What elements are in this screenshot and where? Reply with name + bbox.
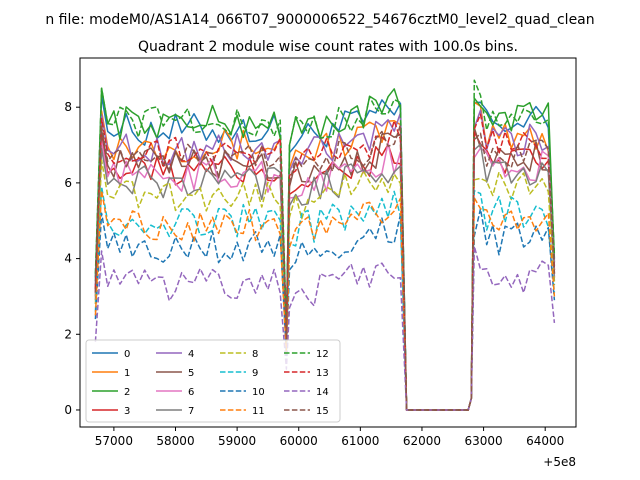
legend-label: 13: [316, 368, 329, 379]
series-line-13: [94, 113, 556, 411]
x-tick-label: 64000: [526, 434, 564, 448]
series-line-15: [94, 124, 556, 411]
series-line-4: [94, 109, 556, 411]
legend-label: 11: [252, 406, 265, 417]
y-tick-label: 6: [64, 176, 72, 190]
y-axis: 0 2 4 6 8: [64, 100, 80, 417]
series-line-11: [94, 189, 556, 411]
series-line-6: [94, 140, 556, 411]
legend-label: 0: [124, 349, 130, 360]
x-tick-label: 63000: [464, 434, 502, 448]
x-tick-label: 58000: [156, 434, 194, 448]
series-line-7: [94, 143, 556, 411]
series-line-12: [94, 79, 556, 411]
plot-frame: [79, 57, 577, 428]
series-line-1: [94, 101, 556, 411]
x-tick-label: 60000: [280, 434, 318, 448]
series-line-2: [94, 87, 556, 411]
x-tick-label: 59000: [218, 434, 256, 448]
series-line-9: [94, 185, 556, 411]
x-tick-label: 62000: [403, 434, 441, 448]
legend-label: 1: [124, 368, 130, 379]
legend-label: 14: [316, 387, 329, 398]
legend-label: 6: [188, 387, 194, 398]
x-tick-label: 57000: [95, 434, 133, 448]
legend-label: 4: [188, 349, 194, 360]
legend-label: 7: [188, 406, 194, 417]
legend-label: 8: [252, 349, 258, 360]
legend-frame: [85, 339, 341, 423]
legend-label: 12: [316, 349, 329, 360]
series-line-0: [94, 95, 556, 411]
series-line-5: [94, 126, 556, 411]
x-axis: 57000 58000 59000 60000 61000 62000 63000 64000: [95, 427, 564, 448]
legend-label: 2: [124, 387, 130, 398]
legend-label: 3: [124, 406, 130, 417]
chart-title: Quadrant 2 module wise count rates with …: [138, 39, 518, 55]
legend-label: 10: [252, 387, 265, 398]
x-tick-label: 61000: [341, 434, 379, 448]
series-line-8: [94, 159, 556, 411]
chart-suptitle: n file: modeM0/AS1A14_066T07_9000006522_…: [45, 12, 594, 28]
y-tick-label: 8: [64, 100, 72, 114]
x-offset-label: +5e8: [543, 455, 576, 469]
series-layer: [94, 79, 556, 411]
y-tick-label: 0: [64, 403, 72, 417]
y-tick-label: 2: [64, 327, 72, 341]
legend-label: 9: [252, 368, 258, 379]
legend-label: 15: [316, 406, 329, 417]
y-tick-label: 4: [64, 252, 72, 266]
legend-label: 5: [188, 368, 194, 379]
series-line-10: [94, 208, 556, 411]
